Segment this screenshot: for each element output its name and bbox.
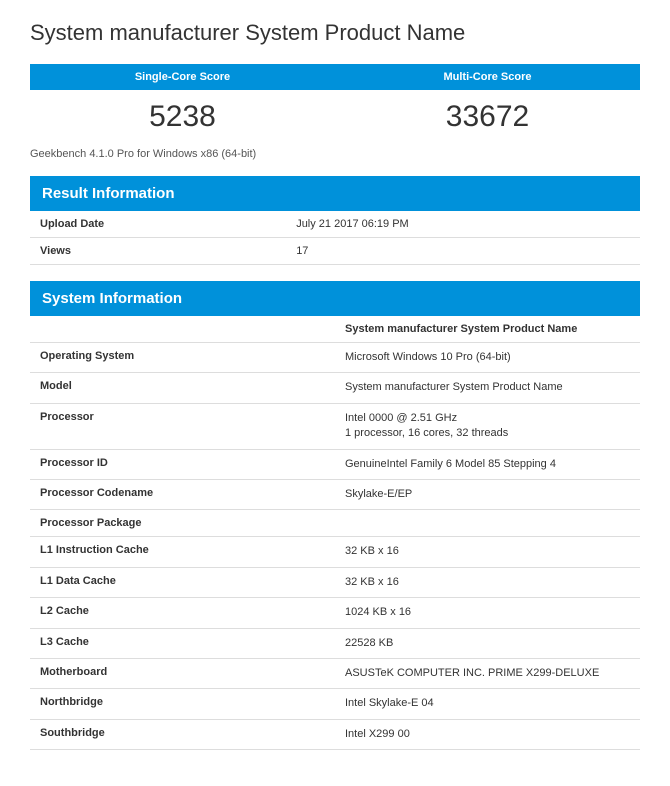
system-info-table: System manufacturer System Product Name …: [30, 316, 640, 750]
table-row: Processor Package: [30, 510, 640, 537]
page-title: System manufacturer System Product Name: [30, 20, 640, 46]
table-row: ProcessorIntel 0000 @ 2.51 GHz1 processo…: [30, 403, 640, 449]
row-label: Operating System: [30, 343, 335, 373]
row-value: 1024 KB x 16: [335, 598, 640, 628]
score-row: Single-Core Score 5238 Multi-Core Score …: [30, 64, 640, 142]
result-info-table: Upload DateJuly 21 2017 06:19 PMViews17: [30, 211, 640, 265]
single-core-col: Single-Core Score 5238: [30, 64, 335, 142]
table-row: Operating SystemMicrosoft Windows 10 Pro…: [30, 343, 640, 373]
row-value: July 21 2017 06:19 PM: [286, 211, 640, 238]
row-value: System manufacturer System Product Name: [335, 373, 640, 403]
row-label: Processor: [30, 403, 335, 449]
row-value: Intel Skylake-E 04: [335, 689, 640, 719]
table-row: L1 Instruction Cache32 KB x 16: [30, 537, 640, 567]
table-row: L3 Cache22528 KB: [30, 628, 640, 658]
row-value: Skylake-E/EP: [335, 479, 640, 509]
row-label: Northbridge: [30, 689, 335, 719]
table-row: ModelSystem manufacturer System Product …: [30, 373, 640, 403]
system-info-col-header: System manufacturer System Product Name: [335, 316, 640, 343]
row-value: [335, 510, 640, 537]
row-label: Model: [30, 373, 335, 403]
row-value: 32 KB x 16: [335, 567, 640, 597]
row-label: Southbridge: [30, 719, 335, 749]
result-info-header: Result Information: [30, 176, 640, 211]
table-row: Processor CodenameSkylake-E/EP: [30, 479, 640, 509]
row-value: Microsoft Windows 10 Pro (64-bit): [335, 343, 640, 373]
row-label: Processor ID: [30, 449, 335, 479]
row-label: Motherboard: [30, 658, 335, 688]
row-value: 32 KB x 16: [335, 537, 640, 567]
table-row: MotherboardASUSTeK COMPUTER INC. PRIME X…: [30, 658, 640, 688]
row-value: ASUSTeK COMPUTER INC. PRIME X299-DELUXE: [335, 658, 640, 688]
row-label: Processor Codename: [30, 479, 335, 509]
row-value: 17: [286, 238, 640, 265]
multi-core-label: Multi-Core Score: [335, 64, 640, 90]
multi-core-value: 33672: [335, 90, 640, 142]
table-row: Processor IDGenuineIntel Family 6 Model …: [30, 449, 640, 479]
system-info-col-blank: [30, 316, 335, 343]
row-label: L1 Data Cache: [30, 567, 335, 597]
row-label: L1 Instruction Cache: [30, 537, 335, 567]
table-row: L1 Data Cache32 KB x 16: [30, 567, 640, 597]
table-row: NorthbridgeIntel Skylake-E 04: [30, 689, 640, 719]
benchmark-version: Geekbench 4.1.0 Pro for Windows x86 (64-…: [30, 148, 640, 160]
row-value: GenuineIntel Family 6 Model 85 Stepping …: [335, 449, 640, 479]
row-label: Processor Package: [30, 510, 335, 537]
row-label: L3 Cache: [30, 628, 335, 658]
row-label: Views: [30, 238, 286, 265]
multi-core-col: Multi-Core Score 33672: [335, 64, 640, 142]
system-info-header: System Information: [30, 281, 640, 316]
table-row: L2 Cache1024 KB x 16: [30, 598, 640, 628]
row-value: Intel 0000 @ 2.51 GHz1 processor, 16 cor…: [335, 403, 640, 449]
table-row: Upload DateJuly 21 2017 06:19 PM: [30, 211, 640, 238]
single-core-label: Single-Core Score: [30, 64, 335, 90]
row-label: L2 Cache: [30, 598, 335, 628]
row-value: 22528 KB: [335, 628, 640, 658]
row-label: Upload Date: [30, 211, 286, 238]
row-value: Intel X299 00: [335, 719, 640, 749]
single-core-value: 5238: [30, 90, 335, 142]
table-row: SouthbridgeIntel X299 00: [30, 719, 640, 749]
table-row: Views17: [30, 238, 640, 265]
